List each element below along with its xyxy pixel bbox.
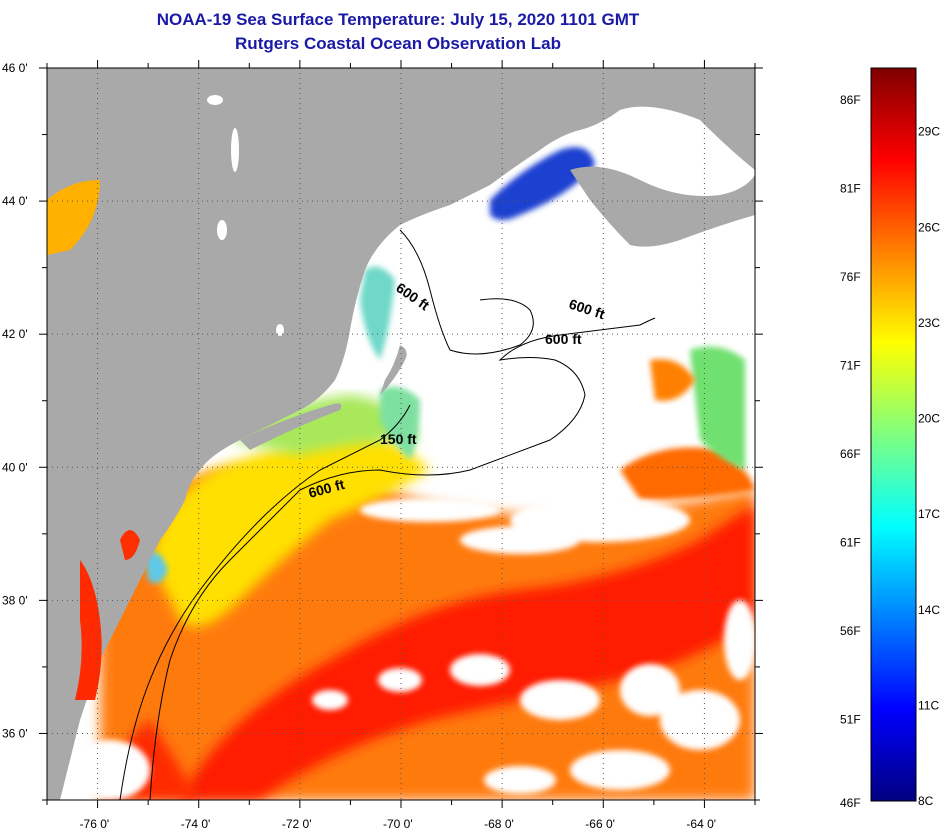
colorbar-fahrenheit-label: 66F — [840, 447, 861, 461]
contour-600ft-line — [149, 317, 656, 800]
map-title: NOAA-19 Sea Surface Temperature: July 15… — [156, 10, 640, 29]
latitude-tick-label: 40 0' — [2, 460, 28, 474]
colorbar-fahrenheit-label: 86F — [840, 93, 861, 107]
longitude-tick-label: -70 0' — [383, 817, 413, 831]
colorbar-celsius-label: 14C — [918, 603, 940, 617]
colorbar-fahrenheit-label: 81F — [840, 181, 861, 195]
bathymetry-contours — [119, 229, 656, 800]
axis-ticks — [39, 60, 763, 808]
longitude-tick-label: -68 0' — [484, 817, 514, 831]
contour-label: 600 ft — [545, 331, 582, 347]
contour-label: 150 ft — [380, 431, 417, 447]
longitude-tick-label: -76 0' — [80, 817, 110, 831]
latitude-tick-label: 46 0' — [2, 61, 28, 75]
inland-cloud-specks — [207, 95, 284, 336]
cool-nearshore-water — [145, 552, 168, 584]
longitude-tick-label: -74 0' — [181, 817, 211, 831]
colorbar-celsius-label: 26C — [918, 220, 940, 234]
longitude-tick-label: -72 0' — [282, 817, 312, 831]
eastern-warm-eddy — [620, 447, 755, 500]
gulf-stream-core — [180, 505, 755, 800]
colorbar-celsius-label: 11C — [918, 698, 939, 712]
shelf-water-green — [230, 395, 420, 455]
colorbar-gradient — [870, 67, 917, 802]
cloud-patches — [70, 498, 755, 800]
colorbar-fahrenheit-label: 61F — [840, 536, 861, 550]
latitude-tick-label: 44 0' — [2, 194, 28, 208]
colorbar-fahrenheit-label: 76F — [840, 270, 861, 284]
temperature-colorbar: 86F 81F 76F 71F 66F 61F 56F 51F 46F 29C 26C 23C 20C… — [840, 67, 940, 810]
colorbar-fahrenheit-label: 71F — [840, 358, 861, 372]
delaware-bay-water — [120, 530, 140, 560]
colorbar-fahrenheit-label: 56F — [840, 624, 861, 638]
colorbar-celsius-label: 20C — [918, 412, 940, 426]
land-north-america — [47, 68, 755, 800]
lat-lon-grid — [47, 68, 755, 800]
shelf-water-yellow — [150, 430, 430, 627]
colorbar-celsius-label: 29C — [918, 125, 940, 139]
colorbar-fahrenheit-label: 51F — [840, 713, 861, 727]
colorbar-celsius-label: 17C — [918, 507, 940, 521]
longitude-tick-label: -66 0' — [585, 817, 615, 831]
colorbar-celsius-label: 23C — [918, 316, 940, 330]
land-nova-scotia — [570, 166, 755, 247]
colorbar-fahrenheit-labels: 86F 81F 76F 71F 66F 61F 56F 51F 46F — [840, 93, 861, 810]
latitude-tick-label: 36 0' — [2, 726, 28, 740]
latitude-tick-label: 38 0' — [2, 593, 28, 607]
land-cape-cod — [380, 345, 407, 395]
lake-ontario-water — [47, 180, 100, 255]
colorbar-fahrenheit-label: 46F — [840, 796, 861, 810]
contour-gulf-of-maine — [399, 229, 534, 355]
latitude-labels: 46 0' 44 0' 42 0' 40 0' 38 0' 36 0' — [2, 61, 28, 740]
longitude-tick-label: -64 0' — [686, 817, 716, 831]
longitude-labels: -76 0' -74 0' -72 0' -70 0' -68 0' -66 0' -64 … — [80, 817, 717, 831]
colorbar-celsius-label: 8C — [918, 794, 934, 808]
chesapeake-bay-water — [75, 560, 102, 700]
colorbar-celsius-labels: 29C 26C 23C 20C 17C 14C 11C 8C — [918, 125, 940, 808]
contour-150ft-line — [119, 404, 411, 800]
sst-map: 600 ft 600 ft 600 ft 150 ft 600 ft 46 0'… — [2, 60, 763, 831]
latitude-tick-label: 42 0' — [2, 327, 28, 341]
cool-coastal-water — [360, 266, 395, 360]
eastern-cool-patch — [690, 346, 745, 470]
map-subtitle: Rutgers Coastal Ocean Observation Lab — [235, 34, 561, 53]
land-long-island — [240, 403, 342, 450]
eastern-warm-patch — [650, 359, 695, 401]
cold-water-gulf-of-maine — [490, 147, 595, 220]
